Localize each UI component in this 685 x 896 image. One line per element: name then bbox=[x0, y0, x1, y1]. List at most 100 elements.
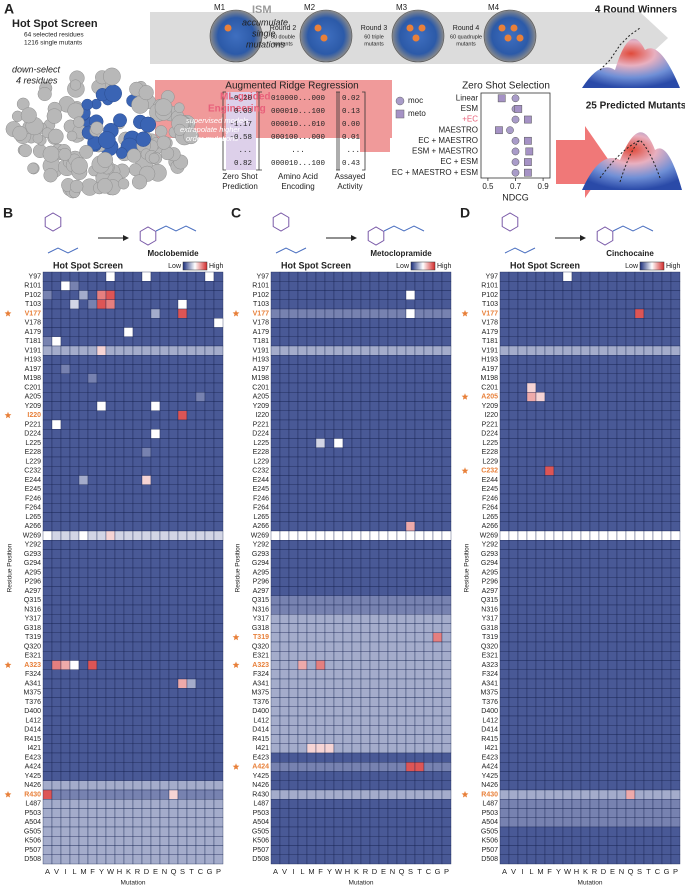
atom bbox=[183, 128, 199, 145]
heatmap-cell bbox=[288, 401, 299, 411]
heatmap-cell bbox=[634, 521, 645, 532]
heatmap-cell bbox=[517, 715, 528, 726]
heatmap-cell bbox=[270, 743, 281, 754]
heatmap-cell bbox=[186, 762, 197, 772]
heatmap-cell bbox=[351, 789, 362, 800]
row-label: Q320 bbox=[481, 643, 498, 650]
round-line: mutants bbox=[456, 41, 476, 47]
heatmap-cell bbox=[414, 799, 425, 809]
heatmap-cell bbox=[96, 826, 107, 837]
heatmap-cell bbox=[414, 789, 425, 800]
heatmap-cell bbox=[150, 456, 161, 467]
heatmap-cell bbox=[78, 271, 89, 282]
heatmap-cell bbox=[186, 308, 197, 319]
heatmap-cell bbox=[87, 530, 98, 541]
heatmap-cell bbox=[123, 697, 134, 707]
heatmap-cell bbox=[441, 355, 452, 365]
heatmap-cell bbox=[78, 854, 89, 865]
heatmap-cell bbox=[351, 817, 362, 828]
heatmap-cell bbox=[562, 678, 573, 689]
heatmap-cell bbox=[526, 540, 537, 550]
heatmap-cell bbox=[60, 299, 71, 310]
heatmap-cell bbox=[405, 641, 416, 652]
heatmap-cell bbox=[652, 484, 663, 495]
heatmap-cell bbox=[598, 604, 609, 615]
heatmap-cell bbox=[51, 530, 62, 541]
heatmap-cell bbox=[589, 771, 600, 781]
star bbox=[4, 411, 12, 419]
heatmap-cell bbox=[186, 854, 197, 865]
heatmap-cell bbox=[333, 308, 344, 319]
heatmap-cell bbox=[643, 382, 654, 393]
heatmap-cell bbox=[652, 336, 663, 347]
heatmap-cell bbox=[159, 678, 170, 689]
heatmap-cell bbox=[177, 632, 188, 643]
heatmap-cell bbox=[141, 734, 152, 744]
heatmap-cell bbox=[432, 475, 443, 485]
heatmap-cell bbox=[652, 651, 663, 661]
heatmap-cell bbox=[159, 410, 170, 421]
heatmap-cell bbox=[342, 632, 353, 643]
heatmap-cell bbox=[423, 299, 434, 310]
heatmap-cell bbox=[571, 438, 582, 448]
heatmap-cell bbox=[396, 836, 407, 846]
heatmap-cell bbox=[351, 595, 362, 606]
heatmap-cell bbox=[643, 697, 654, 707]
heatmap-cell bbox=[87, 715, 98, 726]
heatmap-cell bbox=[535, 826, 546, 837]
heatmap-cell bbox=[508, 493, 519, 504]
heatmap-cell bbox=[432, 493, 443, 504]
heatmap-cell bbox=[571, 595, 582, 606]
heatmap-cell bbox=[333, 466, 344, 476]
heatmap-cell bbox=[297, 281, 308, 291]
col-label: S bbox=[180, 867, 185, 876]
heatmap-cell bbox=[270, 429, 281, 439]
heatmap-cell bbox=[508, 826, 519, 837]
heatmap-cell bbox=[571, 336, 582, 347]
heatmap-cell bbox=[270, 715, 281, 726]
row-label: V177 bbox=[25, 310, 41, 317]
heatmap-cell bbox=[60, 604, 71, 615]
heatmap-cell bbox=[562, 614, 573, 624]
heatmap-cell bbox=[432, 577, 443, 587]
heatmap-cell bbox=[324, 845, 335, 855]
heatmap-cell bbox=[150, 780, 161, 791]
heatmap-cell bbox=[643, 318, 654, 328]
heatmap-cell bbox=[526, 484, 537, 495]
ridge-caption: Prediction bbox=[222, 182, 258, 191]
heatmap-cell bbox=[42, 567, 53, 578]
heatmap-cell bbox=[616, 410, 627, 421]
heatmap-cell bbox=[51, 456, 62, 467]
heatmap-cell bbox=[306, 715, 317, 726]
heatmap-cell bbox=[423, 373, 434, 384]
heatmap-cell bbox=[535, 429, 546, 439]
heatmap-cell bbox=[333, 345, 344, 356]
colorbar-label: Low bbox=[396, 263, 410, 270]
heatmap-cell bbox=[544, 752, 555, 763]
heatmap-cell bbox=[441, 688, 452, 698]
heatmap-cell bbox=[535, 466, 546, 476]
heatmap-cell bbox=[177, 641, 188, 652]
heatmap-cell bbox=[571, 364, 582, 374]
heatmap-cell bbox=[315, 678, 326, 689]
x-axis-label: Mutation bbox=[578, 880, 603, 887]
heatmap-cell bbox=[69, 308, 80, 319]
heatmap-cell bbox=[661, 826, 672, 837]
heatmap-cell bbox=[204, 836, 215, 846]
heatmap-cell bbox=[195, 669, 206, 680]
heatmap-cell bbox=[553, 512, 564, 522]
heatmap-cell bbox=[580, 725, 591, 735]
heatmap-cell bbox=[297, 771, 308, 781]
heatmap-cell bbox=[661, 456, 672, 467]
heatmap-cell bbox=[114, 614, 125, 624]
heatmap-cell bbox=[186, 743, 197, 754]
heatmap-cell bbox=[87, 577, 98, 587]
heatmap-cell bbox=[141, 549, 152, 559]
heatmap-cell bbox=[60, 762, 71, 772]
heatmap-cell bbox=[414, 595, 425, 606]
heatmap-cell bbox=[589, 419, 600, 430]
heatmap-cell bbox=[589, 614, 600, 624]
heatmap-cell bbox=[499, 345, 510, 356]
heatmap-cell bbox=[589, 743, 600, 754]
atom bbox=[103, 67, 121, 86]
